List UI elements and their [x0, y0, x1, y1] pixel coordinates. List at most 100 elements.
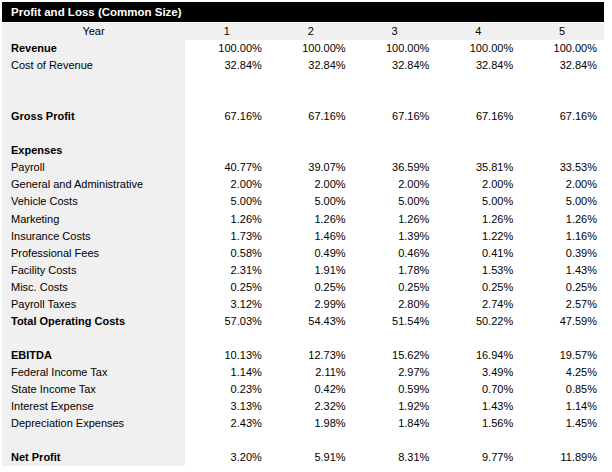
value-cell[interactable]: 32.84%	[436, 57, 520, 74]
value-cell[interactable]: 57.03%	[185, 313, 269, 330]
row-label-cell[interactable]: Gross Profit	[2, 108, 185, 125]
value-cell[interactable]	[269, 125, 353, 142]
value-cell[interactable]: 2.80%	[353, 296, 437, 313]
value-cell[interactable]	[185, 74, 269, 91]
value-cell[interactable]: 2.00%	[520, 176, 604, 193]
value-cell[interactable]: 1.45%	[520, 415, 604, 432]
value-cell[interactable]: 2.43%	[185, 415, 269, 432]
value-cell[interactable]: 67.16%	[520, 108, 604, 125]
value-cell[interactable]: 9.77%	[436, 449, 520, 466]
value-cell[interactable]: 8.31%	[353, 449, 437, 466]
value-cell[interactable]: 0.49%	[269, 245, 353, 262]
value-cell[interactable]: 51.54%	[353, 313, 437, 330]
value-cell[interactable]	[185, 142, 269, 159]
row-label-cell[interactable]: Federal Income Tax	[2, 364, 185, 381]
row-label-cell[interactable]	[2, 125, 185, 142]
value-cell[interactable]	[520, 142, 604, 159]
row-label-cell[interactable]: Vehicle Costs	[2, 193, 185, 210]
row-label-cell[interactable]: Depreciation Expenses	[2, 415, 185, 432]
value-cell[interactable]: 1.46%	[269, 228, 353, 245]
value-cell[interactable]: 1.53%	[436, 262, 520, 279]
year-column-header[interactable]: 1	[185, 23, 269, 40]
value-cell[interactable]: 1.43%	[520, 262, 604, 279]
value-cell[interactable]: 10.13%	[185, 347, 269, 364]
value-cell[interactable]: 19.57%	[520, 347, 604, 364]
value-cell[interactable]: 2.57%	[520, 296, 604, 313]
value-cell[interactable]	[185, 125, 269, 142]
value-cell[interactable]: 32.84%	[269, 57, 353, 74]
value-cell[interactable]: 0.70%	[436, 381, 520, 398]
value-cell[interactable]	[269, 91, 353, 108]
value-cell[interactable]: 2.99%	[269, 296, 353, 313]
value-cell[interactable]: 1.26%	[353, 211, 437, 228]
value-cell[interactable]	[520, 74, 604, 91]
value-cell[interactable]	[353, 91, 437, 108]
value-cell[interactable]: 100.00%	[269, 40, 353, 57]
value-cell[interactable]	[436, 330, 520, 347]
value-cell[interactable]: 1.91%	[269, 262, 353, 279]
value-cell[interactable]: 0.42%	[269, 381, 353, 398]
row-label-cell[interactable]: Insurance Costs	[2, 228, 185, 245]
value-cell[interactable]: 1.26%	[185, 211, 269, 228]
row-label-cell[interactable]: Marketing	[2, 211, 185, 228]
value-cell[interactable]: 1.98%	[269, 415, 353, 432]
value-cell[interactable]: 67.16%	[269, 108, 353, 125]
value-cell[interactable]: 100.00%	[436, 40, 520, 57]
value-cell[interactable]: 39.07%	[269, 159, 353, 176]
value-cell[interactable]	[436, 125, 520, 142]
value-cell[interactable]: 1.16%	[520, 228, 604, 245]
value-cell[interactable]	[269, 74, 353, 91]
value-cell[interactable]: 4.25%	[520, 364, 604, 381]
value-cell[interactable]: 3.12%	[185, 296, 269, 313]
row-label-cell[interactable]: Total Operating Costs	[2, 313, 185, 330]
value-cell[interactable]: 1.84%	[353, 415, 437, 432]
value-cell[interactable]: 2.74%	[436, 296, 520, 313]
value-cell[interactable]: 32.84%	[185, 57, 269, 74]
value-cell[interactable]	[436, 91, 520, 108]
value-cell[interactable]: 16.94%	[436, 347, 520, 364]
value-cell[interactable]: 32.84%	[353, 57, 437, 74]
value-cell[interactable]	[269, 142, 353, 159]
value-cell[interactable]: 0.39%	[520, 245, 604, 262]
value-cell[interactable]	[520, 432, 604, 449]
row-label-cell[interactable]: Expenses	[2, 142, 185, 159]
value-cell[interactable]: 0.41%	[436, 245, 520, 262]
year-column-header[interactable]: 5	[520, 23, 604, 40]
row-label-cell[interactable]	[2, 91, 185, 108]
row-label-cell[interactable]: Interest Expense	[2, 398, 185, 415]
value-cell[interactable]: 1.26%	[436, 211, 520, 228]
value-cell[interactable]: 15.62%	[353, 347, 437, 364]
value-cell[interactable]: 1.92%	[353, 398, 437, 415]
value-cell[interactable]: 0.58%	[185, 245, 269, 262]
value-cell[interactable]: 1.22%	[436, 228, 520, 245]
value-cell[interactable]: 100.00%	[353, 40, 437, 57]
value-cell[interactable]: 2.97%	[353, 364, 437, 381]
value-cell[interactable]: 1.73%	[185, 228, 269, 245]
value-cell[interactable]: 0.85%	[520, 381, 604, 398]
value-cell[interactable]: 100.00%	[185, 40, 269, 57]
value-cell[interactable]: 2.00%	[436, 176, 520, 193]
value-cell[interactable]: 100.00%	[520, 40, 604, 57]
value-cell[interactable]: 5.00%	[436, 193, 520, 210]
value-cell[interactable]	[269, 432, 353, 449]
value-cell[interactable]: 1.14%	[185, 364, 269, 381]
value-cell[interactable]: 2.00%	[269, 176, 353, 193]
row-label-cell[interactable]: Revenue	[2, 40, 185, 57]
value-cell[interactable]	[353, 432, 437, 449]
value-cell[interactable]: 2.00%	[185, 176, 269, 193]
value-cell[interactable]: 0.25%	[353, 279, 437, 296]
row-label-cell[interactable]	[2, 74, 185, 91]
value-cell[interactable]: 67.16%	[353, 108, 437, 125]
value-cell[interactable]: 1.56%	[436, 415, 520, 432]
value-cell[interactable]	[185, 91, 269, 108]
value-cell[interactable]	[185, 330, 269, 347]
value-cell[interactable]: 0.59%	[353, 381, 437, 398]
row-label-cell[interactable]: Facility Costs	[2, 262, 185, 279]
value-cell[interactable]	[436, 432, 520, 449]
value-cell[interactable]: 0.23%	[185, 381, 269, 398]
value-cell[interactable]	[269, 330, 353, 347]
value-cell[interactable]: 67.16%	[185, 108, 269, 125]
row-label-cell[interactable]	[2, 330, 185, 347]
row-label-cell[interactable]: Payroll	[2, 159, 185, 176]
value-cell[interactable]: 54.43%	[269, 313, 353, 330]
